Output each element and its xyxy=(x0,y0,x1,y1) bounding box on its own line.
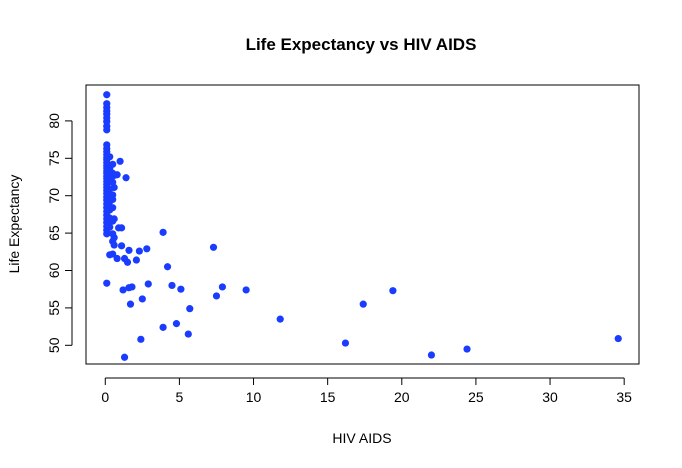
data-point xyxy=(186,305,194,313)
data-point xyxy=(113,254,121,263)
data-point xyxy=(218,283,226,291)
data-point xyxy=(106,223,114,231)
data-point xyxy=(110,233,118,242)
data-point xyxy=(103,91,111,99)
data-point xyxy=(109,250,117,258)
data-point xyxy=(177,285,185,293)
data-point xyxy=(125,246,133,254)
data-point xyxy=(132,256,141,264)
y-axis-ticks: 50 55 60 65 70 75 80 xyxy=(46,113,72,353)
y-tick-label: 65 xyxy=(46,225,62,241)
data-point xyxy=(163,263,172,271)
data-point xyxy=(359,300,367,308)
data-point xyxy=(138,295,146,303)
x-tick-label: 15 xyxy=(320,389,336,405)
data-point xyxy=(113,171,121,179)
x-axis-label: HIV AIDS xyxy=(332,430,391,446)
data-points xyxy=(103,91,622,361)
data-point xyxy=(143,245,151,253)
data-point xyxy=(135,247,143,255)
x-tick-label: 25 xyxy=(468,389,484,405)
x-axis-ticks: 0 5 10 15 20 25 30 35 xyxy=(101,378,632,405)
data-point xyxy=(103,279,111,287)
y-tick-label: 55 xyxy=(46,300,62,316)
x-tick-label: 30 xyxy=(542,389,558,405)
y-tick-label: 75 xyxy=(46,150,62,166)
data-point xyxy=(122,174,130,182)
data-point xyxy=(341,339,350,347)
data-point xyxy=(110,241,118,249)
data-point xyxy=(110,215,118,223)
y-tick-label: 50 xyxy=(46,337,62,353)
data-point xyxy=(276,315,284,323)
data-point xyxy=(109,195,117,204)
x-tick-label: 35 xyxy=(616,389,632,405)
plot-area-frame xyxy=(85,84,640,365)
data-point xyxy=(120,353,129,361)
data-point xyxy=(109,204,117,212)
data-point xyxy=(212,292,221,300)
data-point xyxy=(209,243,218,251)
data-point xyxy=(614,334,622,343)
data-point xyxy=(109,160,117,168)
data-point xyxy=(117,242,126,250)
data-point xyxy=(172,320,181,328)
data-point xyxy=(123,258,132,266)
data-point xyxy=(103,126,111,134)
x-tick-label: 5 xyxy=(176,389,184,405)
data-point xyxy=(128,283,136,291)
data-point xyxy=(137,335,145,343)
data-point xyxy=(184,330,192,338)
data-point xyxy=(117,224,126,232)
x-tick-label: 0 xyxy=(101,389,109,405)
y-tick-label: 70 xyxy=(46,188,62,204)
y-tick-label: 80 xyxy=(46,113,62,129)
data-point xyxy=(116,157,124,165)
data-point xyxy=(389,287,397,295)
data-point xyxy=(427,351,436,359)
data-point xyxy=(159,323,167,331)
y-axis-label: Life Expectancy xyxy=(6,175,22,274)
data-point xyxy=(119,286,127,294)
data-point xyxy=(144,280,152,288)
data-point xyxy=(106,153,114,161)
x-tick-label: 10 xyxy=(246,389,262,405)
chart-title: Life Expectancy vs HIV AIDS xyxy=(246,35,477,54)
x-tick-label: 20 xyxy=(394,389,410,405)
data-point xyxy=(103,230,111,238)
data-point xyxy=(126,300,135,308)
data-point xyxy=(242,286,250,294)
data-point xyxy=(110,183,118,192)
data-point xyxy=(159,228,167,236)
data-point xyxy=(463,345,471,353)
y-tick-label: 60 xyxy=(46,263,62,279)
data-point xyxy=(168,281,176,290)
